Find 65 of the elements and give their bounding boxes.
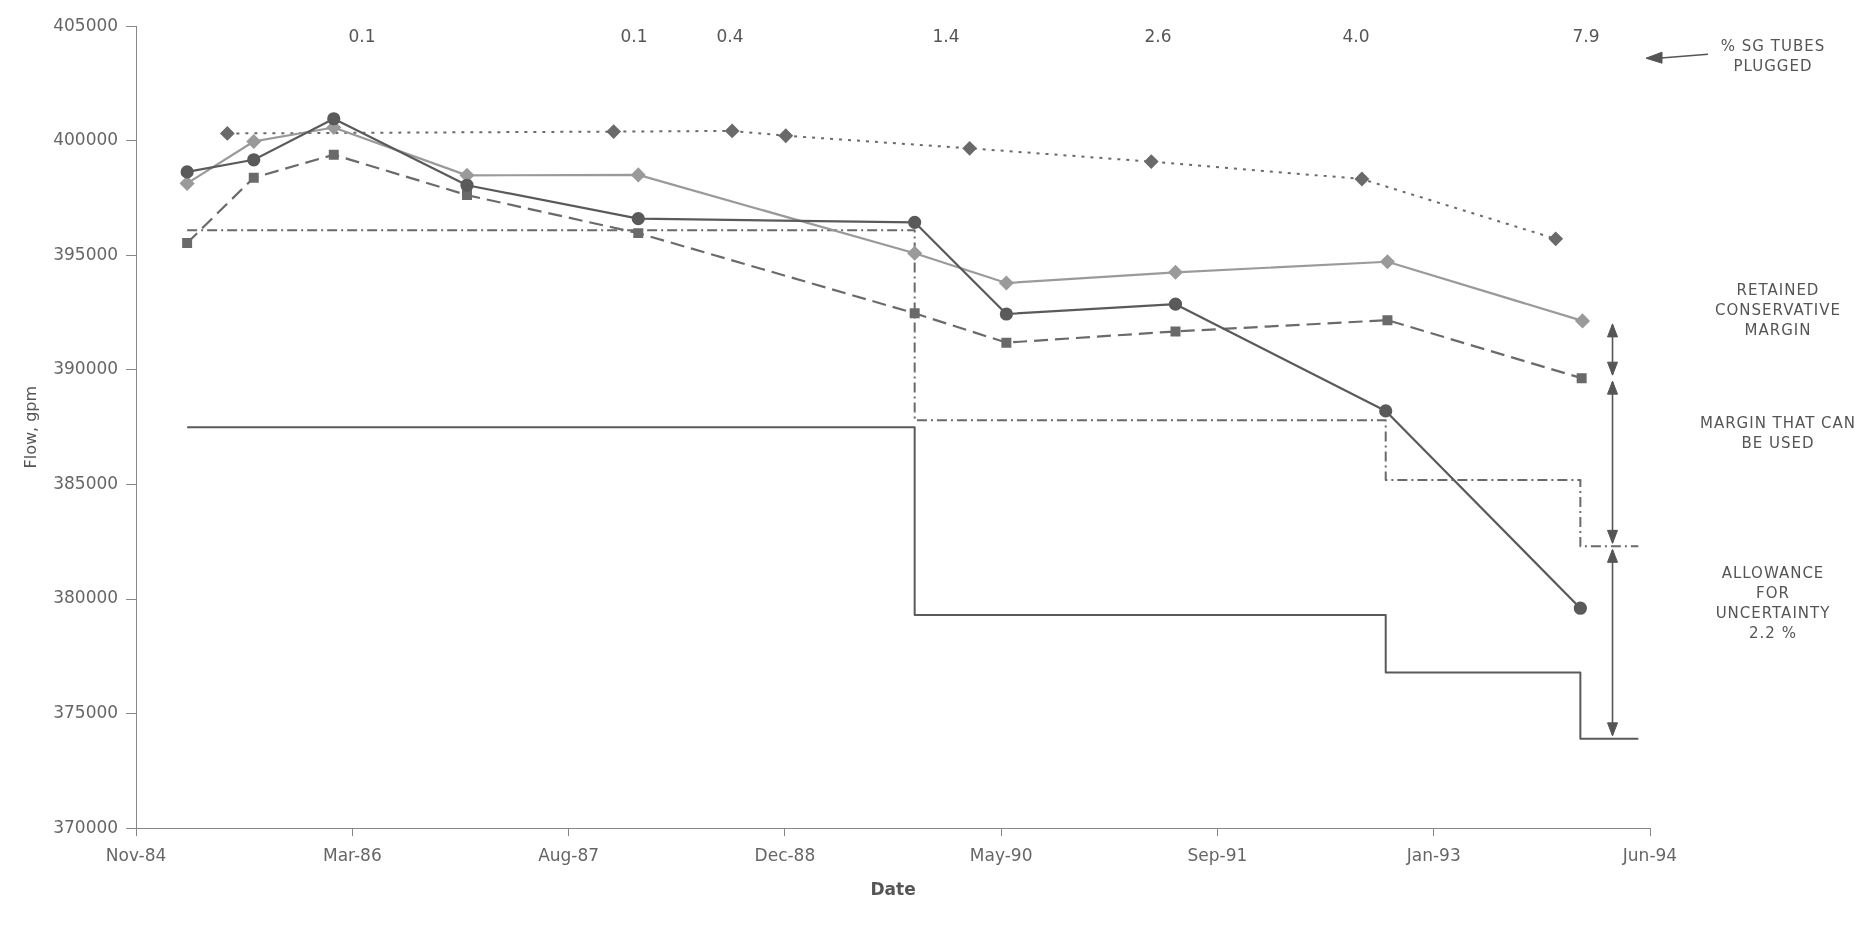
x-tick-label: May-90 — [969, 844, 1033, 865]
text: ALLOWANCE FOR UNCERTAINTY 2.2 % — [1714, 563, 1832, 643]
point — [633, 228, 644, 239]
x-axis-title: Date — [870, 879, 916, 900]
y-tick-label: 405000 — [53, 14, 119, 35]
text: RETAINED CONSERVATIVE MARGIN — [1714, 280, 1842, 340]
point — [327, 112, 341, 126]
x-tick-label: Jan-93 — [1405, 844, 1461, 865]
y-tick-label: 400000 — [53, 129, 119, 150]
point — [908, 215, 922, 229]
point — [909, 308, 920, 319]
point — [606, 124, 621, 139]
point — [778, 128, 793, 143]
x-tick-label: Dec-88 — [754, 844, 816, 865]
point — [1573, 601, 1587, 615]
annotation: 4.0 — [1341, 26, 1371, 46]
annotation: 2.6 — [1143, 26, 1173, 46]
point — [907, 246, 922, 261]
point — [1379, 404, 1393, 418]
x-tick-label: Nov-84 — [105, 844, 167, 865]
point — [1576, 373, 1587, 384]
annotation: 0.1 — [619, 26, 649, 46]
point — [1380, 254, 1395, 269]
point — [631, 167, 646, 183]
text: % SG TUBES PLUGGED — [1719, 36, 1827, 76]
point — [1168, 297, 1183, 311]
point — [1001, 337, 1012, 348]
point — [1548, 231, 1563, 246]
point — [725, 123, 740, 138]
x-tick-label: Jun-94 — [1621, 844, 1678, 865]
annotation: 1.4 — [931, 26, 961, 46]
point — [1354, 172, 1369, 187]
point — [328, 149, 339, 160]
point — [248, 172, 259, 183]
x-tick-label: Mar-86 — [322, 844, 382, 865]
annotation: 0.1 — [347, 26, 377, 46]
point — [246, 134, 261, 149]
point — [1144, 154, 1159, 169]
y-tick-label: 380000 — [53, 587, 119, 608]
x-tick-label: Aug-87 — [538, 844, 600, 865]
y-axis-title: Flow, gpm — [20, 385, 40, 469]
y-tick-label: 390000 — [53, 358, 119, 379]
point — [1168, 265, 1183, 280]
point — [182, 237, 193, 248]
x-tick-label: Sep-91 — [1187, 844, 1248, 865]
point — [631, 212, 645, 226]
point — [1382, 315, 1393, 326]
annotation: 0.4 — [715, 26, 745, 46]
point — [462, 190, 472, 201]
point — [247, 153, 261, 167]
text: MARGIN THAT CAN BE USED — [1698, 413, 1858, 453]
point — [180, 176, 195, 191]
point — [1170, 326, 1181, 337]
y-tick-label: 385000 — [53, 472, 119, 493]
point — [999, 307, 1013, 321]
point — [220, 126, 235, 141]
point — [962, 141, 977, 156]
point — [999, 275, 1014, 291]
y-tick-label: 370000 — [53, 816, 119, 837]
point — [460, 178, 474, 192]
annotation: 7.9 — [1571, 26, 1601, 46]
y-tick-label: 375000 — [53, 702, 119, 723]
y-tick-label: 395000 — [53, 243, 119, 264]
point — [180, 165, 194, 179]
point — [1575, 313, 1590, 328]
